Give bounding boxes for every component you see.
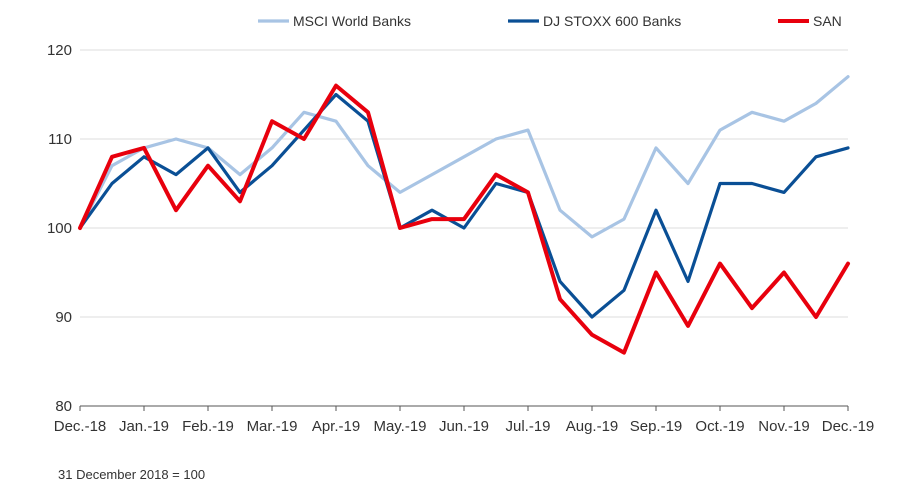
y-tick-label: 100 (47, 220, 72, 237)
x-tick-label: Apr.-19 (312, 418, 360, 435)
series-line-san (78, 83, 850, 355)
x-tick-label: Mar.-19 (247, 418, 298, 435)
x-tick-label: Aug.-19 (566, 418, 619, 435)
x-tick-label: Dec.-19 (822, 418, 875, 435)
x-tick-label: Jul.-19 (505, 418, 550, 435)
x-tick-label: Jan.-19 (119, 418, 169, 435)
x-tick-label: Oct.-19 (695, 418, 744, 435)
footnote: 31 December 2018 = 100 (58, 467, 206, 482)
x-tick-label: Sep.-19 (630, 418, 683, 435)
x-tick-label: Nov.-19 (758, 418, 809, 435)
y-axis: 80 90 100 110 120 (47, 42, 72, 415)
y-tick-label: 120 (47, 42, 72, 59)
x-tick-label: May.-19 (373, 418, 426, 435)
series-lines (78, 75, 850, 355)
x-axis: Dec.-18 Jan.-19 Feb.-19 Mar.-19 Apr.-19 May.-… (54, 405, 875, 435)
legend-label: SAN (813, 13, 842, 29)
y-tick-label: 90 (55, 309, 72, 326)
y-tick-label: 110 (48, 131, 72, 148)
legend: MSCI World Banks DJ STOXX 600 Banks SAN (258, 13, 842, 29)
x-tick-label: Dec.-18 (54, 418, 107, 435)
series-line-dj-stoxx-600-banks (78, 92, 850, 319)
gridlines (80, 49, 848, 318)
y-tick-label: 80 (55, 398, 72, 415)
legend-label: DJ STOXX 600 Banks (543, 13, 681, 29)
x-tick-label: Jun.-19 (439, 418, 489, 435)
legend-label: MSCI World Banks (293, 13, 411, 29)
x-tick-label: Feb.-19 (182, 418, 234, 435)
